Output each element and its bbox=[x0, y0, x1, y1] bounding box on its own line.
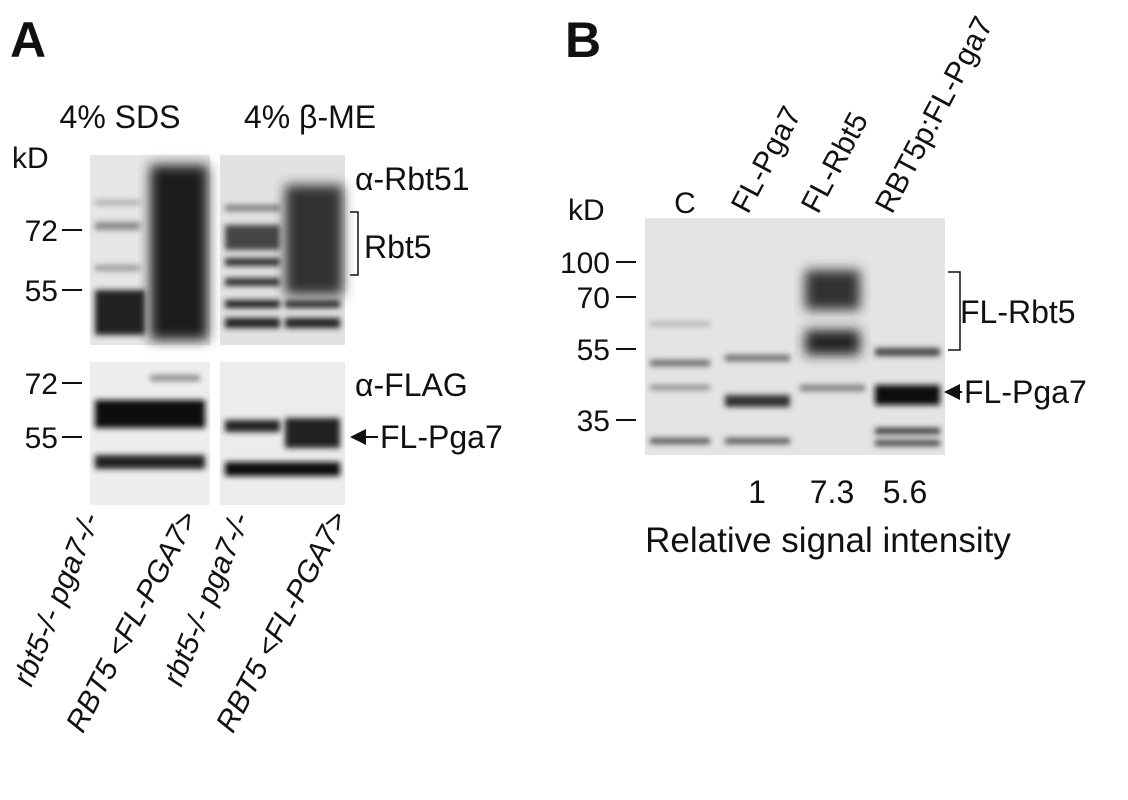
panel-label: A bbox=[10, 12, 46, 68]
blot-image bbox=[645, 218, 945, 455]
marker: 55 bbox=[577, 334, 610, 367]
kd-label: kD bbox=[12, 142, 49, 175]
kd-label: kD bbox=[568, 194, 605, 227]
marker: 55 bbox=[25, 422, 58, 455]
condition: 4% β-ME bbox=[244, 99, 376, 135]
lane-label: FL-Rbt5 bbox=[795, 107, 875, 218]
arrow-label: FL-Pga7 bbox=[964, 374, 1087, 410]
bracket-label: Rbt5 bbox=[364, 229, 432, 265]
lane-label: RBT5p:FL-Pga7 bbox=[869, 11, 1000, 218]
caption: Relative signal intensity bbox=[645, 521, 1011, 560]
marker: 35 bbox=[577, 405, 610, 438]
bracket bbox=[948, 271, 961, 351]
bracket-label: FL-Rbt5 bbox=[960, 294, 1076, 330]
bracket bbox=[350, 211, 359, 276]
intensity-value: 7.3 bbox=[810, 474, 854, 510]
marker: 100 bbox=[560, 247, 610, 280]
blot-image bbox=[90, 155, 345, 505]
lane-label: C bbox=[674, 187, 696, 220]
marker: 72 bbox=[25, 368, 58, 401]
panel-label: B bbox=[565, 12, 601, 68]
marker: 70 bbox=[577, 282, 610, 315]
marker: 55 bbox=[25, 275, 58, 308]
marker: 72 bbox=[25, 215, 58, 248]
antibody: α-Rbt51 bbox=[355, 161, 470, 197]
condition: 4% SDS bbox=[60, 99, 181, 135]
intensity-value: 1 bbox=[748, 474, 766, 510]
antibody: α-FLAG bbox=[355, 367, 468, 403]
intensity-value: 5.6 bbox=[883, 474, 927, 510]
arrow-label: FL-Pga7 bbox=[380, 419, 503, 455]
